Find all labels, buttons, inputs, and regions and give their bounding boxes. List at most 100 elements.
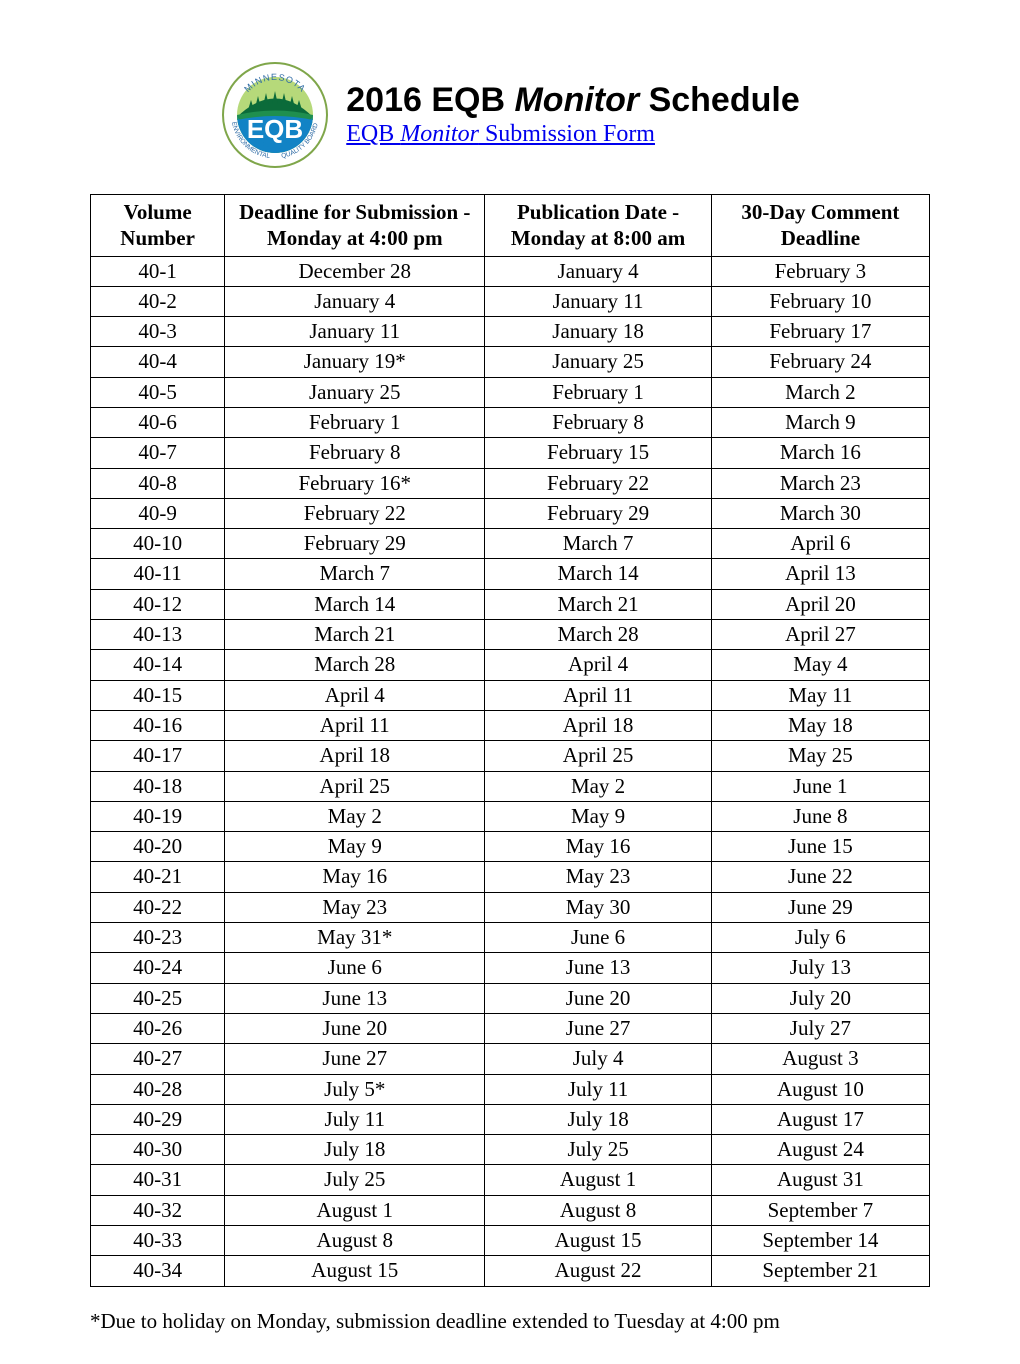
table-cell: January 25	[485, 347, 712, 377]
link-prefix: EQB	[346, 121, 400, 147]
table-cell: 40-19	[91, 801, 225, 831]
table-row: 40-16April 11April 18May 18	[91, 710, 930, 740]
table-cell: June 20	[485, 983, 712, 1013]
table-cell: February 16*	[225, 468, 485, 498]
table-cell: March 21	[485, 589, 712, 619]
table-row: 40-18April 25May 2June 1	[91, 771, 930, 801]
title-suffix: Schedule	[639, 81, 800, 119]
table-cell: June 27	[225, 1044, 485, 1074]
column-header: Publication Date -Monday at 8:00 am	[485, 195, 712, 257]
table-cell: April 4	[485, 650, 712, 680]
table-cell: January 25	[225, 377, 485, 407]
table-row: 40-20May 9May 16June 15	[91, 832, 930, 862]
table-cell: May 18	[711, 710, 929, 740]
table-cell: June 27	[485, 1013, 712, 1043]
table-row: 40-32August 1August 8September 7	[91, 1195, 930, 1225]
submission-form-link[interactable]: EQB Monitor Submission Form	[346, 121, 655, 147]
table-row: 40-27June 27July 4August 3	[91, 1044, 930, 1074]
table-row: 40-28July 5*July 11August 10	[91, 1074, 930, 1104]
table-cell: August 3	[711, 1044, 929, 1074]
table-cell: June 8	[711, 801, 929, 831]
table-cell: September 21	[711, 1256, 929, 1286]
table-row: 40-23May 31*June 6July 6	[91, 923, 930, 953]
table-cell: May 23	[225, 892, 485, 922]
table-cell: 40-10	[91, 529, 225, 559]
table-cell: May 9	[485, 801, 712, 831]
table-cell: May 11	[711, 680, 929, 710]
table-cell: July 25	[485, 1135, 712, 1165]
table-cell: April 20	[711, 589, 929, 619]
table-row: 40-14March 28April 4May 4	[91, 650, 930, 680]
table-cell: May 30	[485, 892, 712, 922]
table-cell: 40-6	[91, 407, 225, 437]
table-cell: May 9	[225, 832, 485, 862]
table-cell: February 1	[225, 407, 485, 437]
table-cell: July 11	[225, 1104, 485, 1134]
table-row: 40-24June 6June 13July 13	[91, 953, 930, 983]
table-cell: July 4	[485, 1044, 712, 1074]
table-cell: 40-9	[91, 498, 225, 528]
table-row: 40-11March 7March 14April 13	[91, 559, 930, 589]
table-row: 40-25June 13June 20July 20	[91, 983, 930, 1013]
table-cell: March 7	[485, 529, 712, 559]
table-cell: March 16	[711, 438, 929, 468]
schedule-table: VolumeNumberDeadline for Submission -Mon…	[90, 194, 930, 1287]
table-cell: August 1	[225, 1195, 485, 1225]
column-header: Deadline for Submission -Monday at 4:00 …	[225, 195, 485, 257]
table-cell: May 16	[485, 832, 712, 862]
table-row: 40-6February 1February 8March 9	[91, 407, 930, 437]
table-cell: January 11	[225, 317, 485, 347]
table-cell: September 14	[711, 1226, 929, 1256]
table-cell: June 13	[485, 953, 712, 983]
table-cell: June 20	[225, 1013, 485, 1043]
table-cell: March 28	[225, 650, 485, 680]
table-cell: July 13	[711, 953, 929, 983]
table-cell: 40-27	[91, 1044, 225, 1074]
table-cell: February 22	[485, 468, 712, 498]
title-prefix: 2016 EQB	[346, 81, 514, 119]
footnote: *Due to holiday on Monday, submission de…	[90, 1309, 930, 1334]
table-cell: 40-5	[91, 377, 225, 407]
table-cell: May 16	[225, 862, 485, 892]
table-cell: May 2	[485, 771, 712, 801]
table-cell: February 8	[225, 438, 485, 468]
page-title: 2016 EQB Monitor Schedule	[346, 82, 799, 119]
svg-text:EQB: EQB	[247, 114, 303, 144]
table-row: 40-17April 18April 25May 25	[91, 741, 930, 771]
table-cell: 40-3	[91, 317, 225, 347]
table-row: 40-3January 11January 18February 17	[91, 317, 930, 347]
table-cell: April 11	[225, 710, 485, 740]
column-header-line2: Number	[120, 226, 195, 250]
table-cell: 40-11	[91, 559, 225, 589]
title-block: 2016 EQB Monitor Schedule EQB Monitor Su…	[346, 82, 799, 148]
table-cell: 40-32	[91, 1195, 225, 1225]
table-cell: June 6	[225, 953, 485, 983]
table-cell: 40-7	[91, 438, 225, 468]
table-cell: February 29	[485, 498, 712, 528]
table-row: 40-33August 8August 15September 14	[91, 1226, 930, 1256]
eqb-logo-icon: EQB MINNESOTA ENVIRONMENTAL QUALITY BOAR…	[220, 60, 330, 170]
table-cell: April 4	[225, 680, 485, 710]
table-cell: 40-29	[91, 1104, 225, 1134]
table-cell: June 15	[711, 832, 929, 862]
table-cell: July 6	[711, 923, 929, 953]
table-cell: August 8	[485, 1195, 712, 1225]
table-row: 40-15April 4April 11May 11	[91, 680, 930, 710]
table-cell: 40-20	[91, 832, 225, 862]
table-body: 40-1December 28January 4February 340-2Ja…	[91, 256, 930, 1286]
table-cell: June 6	[485, 923, 712, 953]
table-cell: February 22	[225, 498, 485, 528]
table-cell: February 3	[711, 256, 929, 286]
submission-link-line: EQB Monitor Submission Form	[346, 121, 799, 148]
table-row: 40-19May 2May 9June 8	[91, 801, 930, 831]
table-cell: 40-15	[91, 680, 225, 710]
table-cell: 40-1	[91, 256, 225, 286]
column-header-line1: 30-Day Comment	[741, 200, 899, 224]
table-cell: January 11	[485, 286, 712, 316]
link-italic: Monitor	[400, 121, 479, 147]
table-cell: August 31	[711, 1165, 929, 1195]
table-cell: April 11	[485, 680, 712, 710]
table-cell: June 1	[711, 771, 929, 801]
table-cell: July 18	[225, 1135, 485, 1165]
table-cell: August 15	[225, 1256, 485, 1286]
